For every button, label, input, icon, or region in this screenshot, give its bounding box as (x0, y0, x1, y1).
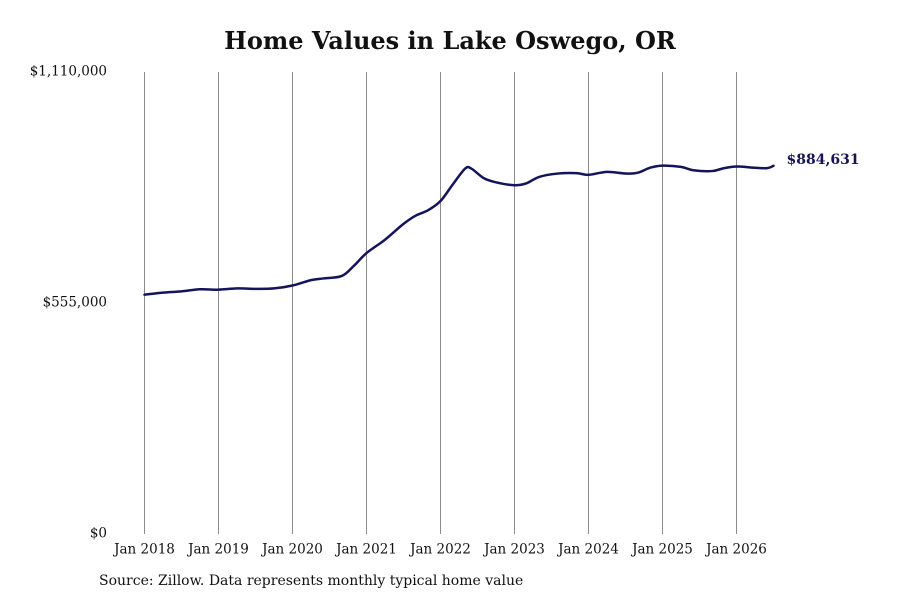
series-layer (143, 164, 775, 296)
source-note: Source: Zillow. Data represents monthly … (99, 573, 524, 589)
y-tick-label: $555,000 (43, 295, 107, 311)
x-tick-label: Jan 2023 (482, 542, 545, 558)
series-line (143, 164, 775, 296)
end-value-layer: $884,631 (787, 152, 860, 168)
x-tick-label: Jan 2026 (704, 542, 767, 558)
x-tick-label: Jan 2022 (408, 542, 471, 558)
y-axis-tick-labels: $0 $555,000 $1,110,000 (30, 64, 107, 542)
x-tick-label: Jan 2019 (186, 542, 249, 558)
x-tick-label: Jan 2020 (260, 542, 323, 558)
x-tick-label: Jan 2024 (556, 542, 619, 558)
y-tick-label: $1,110,000 (30, 64, 107, 80)
x-tick-label: Jan 2025 (630, 542, 693, 558)
x-tick-label: Jan 2018 (112, 542, 175, 558)
x-tick-label: Jan 2021 (334, 542, 397, 558)
chart-title: Home Values in Lake Oswego, OR (224, 26, 676, 55)
grid-lines (144, 72, 737, 534)
end-value-label: $884,631 (787, 152, 860, 168)
y-tick-label: $0 (90, 526, 107, 542)
x-axis-tick-labels: Jan 2018 Jan 2019 Jan 2020 Jan 2021 Jan 2022… (112, 542, 767, 558)
